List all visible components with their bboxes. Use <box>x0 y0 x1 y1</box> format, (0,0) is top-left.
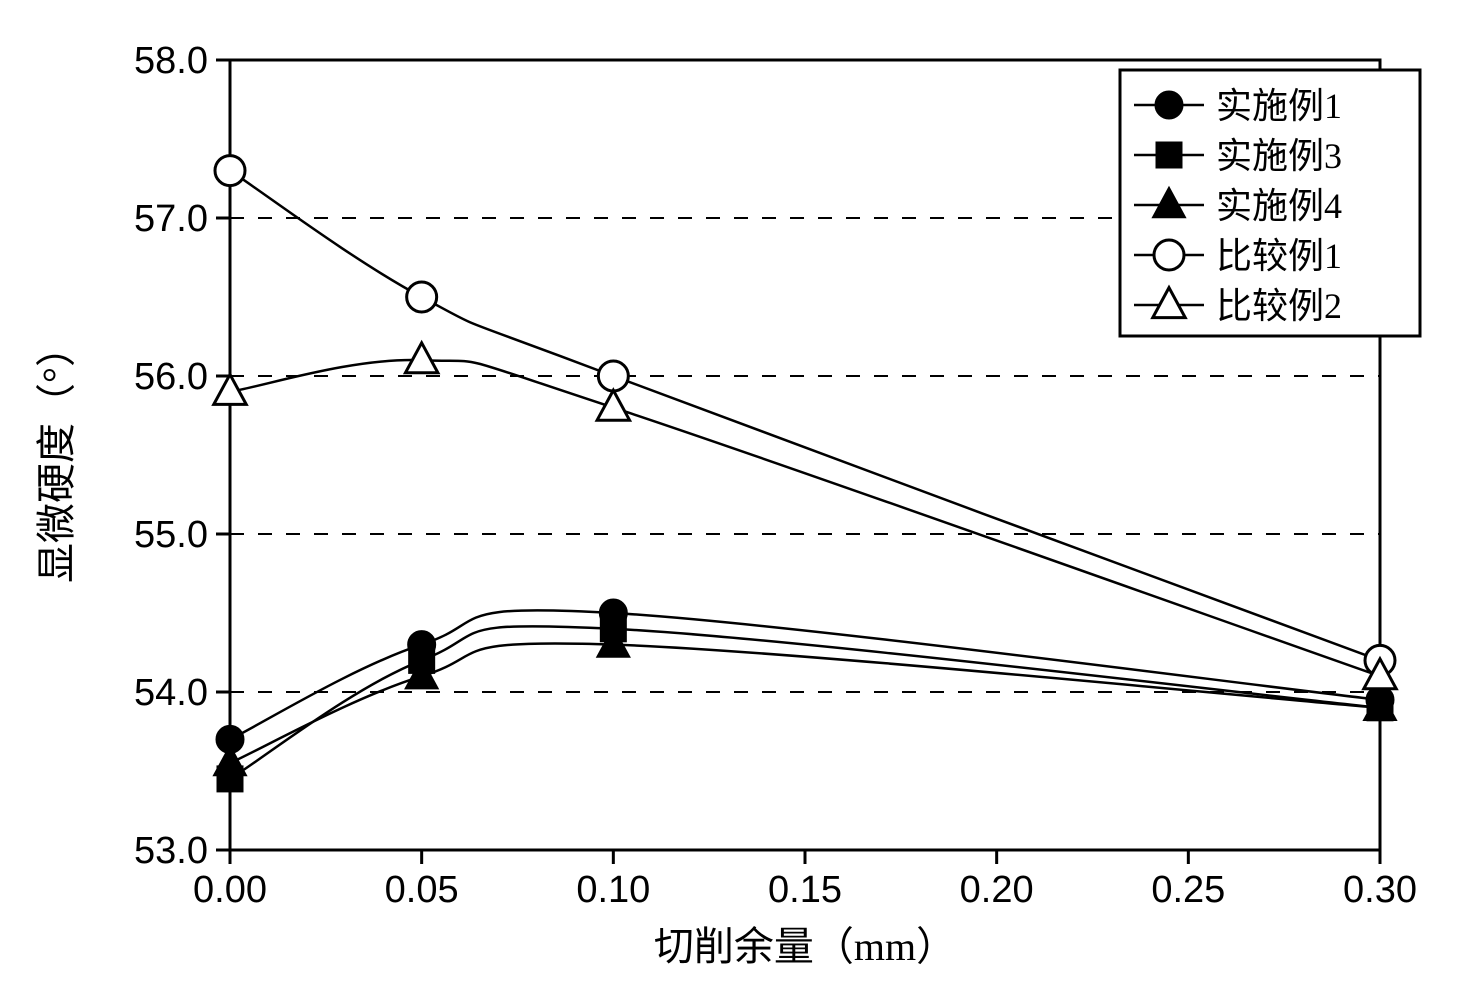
legend-marker <box>1156 92 1182 118</box>
hardness-vs-allowance-chart: 53.0 54.0 55.0 56.0 57.0 58.0 0.00 0.05 0.10 0.15… <box>0 0 1477 981</box>
x-tick-label: 0.10 <box>576 869 650 911</box>
x-tick-label: 0.00 <box>193 869 267 911</box>
series-marker <box>215 747 245 775</box>
series-0 <box>217 600 1393 752</box>
series-line <box>230 610 1380 739</box>
legend-label: 比较例2 <box>1216 286 1342 326</box>
series-4 <box>214 343 1396 689</box>
y-tick-label: 54.0 <box>134 672 208 714</box>
x-tick-label: 0.15 <box>768 869 842 911</box>
series-marker <box>407 282 437 312</box>
series-line <box>230 626 1380 779</box>
y-tick-label: 56.0 <box>134 356 208 398</box>
x-axis-label: 切削余量（mm） <box>654 924 956 969</box>
series-line <box>230 643 1380 763</box>
legend-label: 实施例3 <box>1216 136 1342 176</box>
y-tick-label: 57.0 <box>134 198 208 240</box>
y-tick-label: 53.0 <box>134 830 208 872</box>
chart-svg: 53.0 54.0 55.0 56.0 57.0 58.0 0.00 0.05 0.10 0.15… <box>0 0 1477 981</box>
legend-label: 实施例1 <box>1216 86 1342 126</box>
series-marker <box>598 361 628 391</box>
series-marker <box>215 156 245 186</box>
x-tick-label: 0.30 <box>1343 869 1417 911</box>
legend-marker <box>1154 240 1184 270</box>
y-tick-label: 55.0 <box>134 514 208 556</box>
series-2 <box>215 628 1395 774</box>
series-marker <box>405 343 437 373</box>
legend-label: 比较例1 <box>1216 236 1342 276</box>
legend-label: 实施例4 <box>1216 186 1342 226</box>
legend-marker <box>1157 143 1181 167</box>
series-line <box>230 360 1380 676</box>
x-tick-label: 0.05 <box>385 869 459 911</box>
series-marker <box>597 390 629 420</box>
x-tick-label: 0.25 <box>1151 869 1225 911</box>
y-tick-label: 58.0 <box>134 40 208 82</box>
y-axis-label: 显微硬度（°） <box>34 327 79 583</box>
x-tick-label: 0.20 <box>960 869 1034 911</box>
series-1 <box>218 617 1392 791</box>
